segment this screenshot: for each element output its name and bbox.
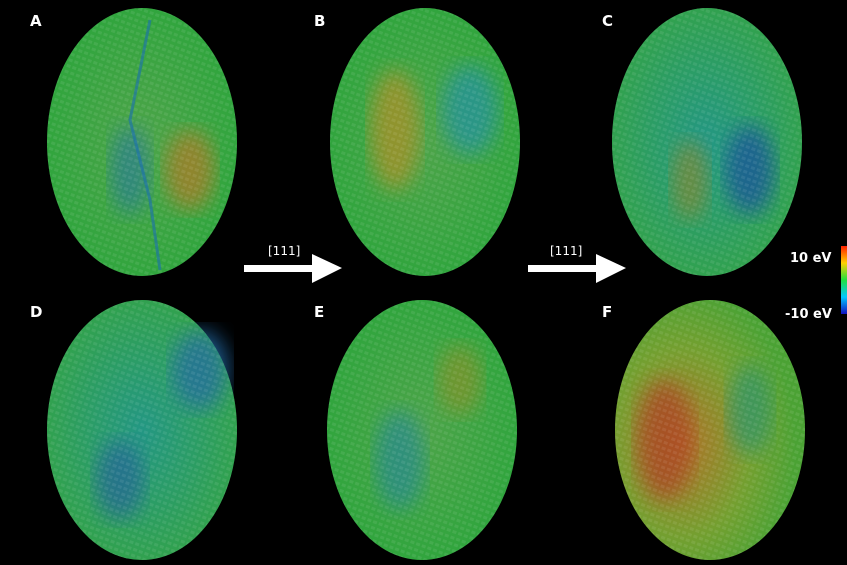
panel-label: E: [314, 303, 324, 321]
arrow-label: [111]: [550, 244, 582, 258]
panel-d: [47, 300, 237, 560]
colorbar: [841, 246, 847, 314]
panel-b: [330, 8, 520, 276]
panel-label: A: [30, 12, 42, 30]
panel-label: F: [602, 303, 612, 321]
arrow-label: [111]: [268, 244, 300, 258]
colorbar-max-label: 10 eV: [790, 251, 832, 266]
figure: A B C D E F [111] [111] 10 eV -10 eV: [0, 0, 847, 565]
panel-f: [615, 300, 805, 560]
arrow: [244, 254, 342, 283]
arrow: [528, 254, 626, 283]
panel-label: C: [602, 12, 613, 30]
panel-label: B: [314, 12, 325, 30]
panel-c: [612, 8, 802, 276]
panel-e: [327, 300, 517, 560]
panel-label: D: [30, 303, 42, 321]
panel-a: [47, 8, 237, 276]
colorbar-min-label: -10 eV: [785, 307, 832, 322]
